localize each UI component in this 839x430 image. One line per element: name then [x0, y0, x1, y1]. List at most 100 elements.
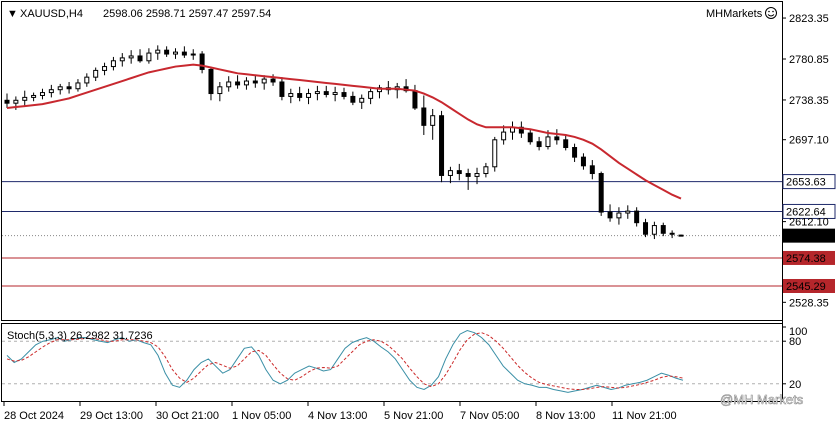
candles: [4, 45, 684, 240]
stoch-levels: [2, 340, 782, 385]
candle: [518, 121, 524, 138]
candle: [128, 50, 134, 64]
chart-symbol: XAUUSD,H4: [20, 8, 83, 20]
candle: [75, 79, 81, 92]
price-tick-label: 2528.35: [789, 297, 829, 309]
candle: [634, 207, 640, 227]
stoch-title: Stoch(5,3,3) 26.2982 31.7236: [7, 330, 153, 342]
candle: [288, 88, 294, 104]
time-tick-label: 4 Nov 13:00: [308, 410, 367, 422]
candle: [447, 166, 453, 184]
candle: [226, 76, 232, 92]
candle: [243, 77, 249, 90]
time-tick-label: 1 Nov 05:00: [232, 410, 291, 422]
candle: [368, 88, 374, 105]
candle: [31, 92, 37, 102]
stochastic-lines: [6, 330, 684, 393]
chart-title-icon: ▼: [7, 8, 18, 20]
candle: [252, 75, 258, 88]
time-axis-labels: 28 Oct 2024 29 Oct 13:00 30 Oct 21:00 1 Nov…: [3, 402, 677, 422]
candle: [616, 207, 622, 225]
candle: [341, 87, 347, 100]
level-label-1: 2622.64: [786, 206, 826, 218]
chart-ohlc: 2598.06 2598.71 2597.47 2597.54: [103, 8, 271, 20]
time-tick-label: 7 Nov 05:00: [460, 410, 519, 422]
price-levels: 2653.63 2622.64 2597.54 2574.38 2545.29: [2, 174, 836, 293]
candle: [439, 110, 445, 183]
candle: [164, 46, 170, 57]
candle: [66, 81, 72, 94]
candle: [119, 53, 125, 67]
candle: [669, 230, 675, 239]
candle: [607, 204, 613, 222]
candle: [421, 95, 427, 135]
candle: [678, 234, 684, 237]
ma-line: [6, 63, 682, 200]
candle: [510, 121, 515, 140]
candle: [456, 163, 462, 181]
price-tick-label: 2612.10: [789, 217, 829, 229]
candle: [39, 88, 45, 100]
smiley-icon: [765, 7, 777, 19]
candle: [376, 84, 382, 99]
time-tick-label: 28 Oct 2024: [4, 410, 64, 422]
moving-average: [6, 63, 682, 200]
candle: [217, 81, 223, 102]
time-tick-label: 5 Nov 21:00: [384, 410, 443, 422]
candle: [501, 125, 507, 145]
candle: [430, 108, 436, 140]
price-tick-label: 2823.35: [789, 13, 829, 25]
stoch-tick-label: 80: [789, 336, 801, 348]
candle: [394, 82, 400, 99]
candle: [22, 90, 28, 107]
main-panel-frame: [1, 1, 783, 321]
candle: [235, 75, 241, 89]
candle: [474, 167, 480, 185]
stoch-tick-label: 20: [789, 379, 801, 391]
candle: [589, 160, 595, 180]
candle: [208, 66, 214, 101]
level-tag-4: [783, 278, 835, 293]
candle: [84, 73, 90, 87]
level-label-0: 2653.63: [786, 177, 826, 189]
candle: [580, 153, 586, 170]
level-label-3: 2574.38: [786, 253, 826, 265]
candle: [412, 84, 418, 110]
candle: [314, 85, 320, 101]
level-label-2: 2597.54: [786, 231, 826, 243]
candle: [110, 56, 116, 71]
candle: [48, 84, 54, 98]
candle: [492, 136, 498, 172]
candle: [643, 218, 649, 238]
time-tick-label: 29 Oct 13:00: [80, 410, 143, 422]
candle: [297, 86, 303, 102]
candle: [323, 85, 329, 98]
candle: [181, 46, 187, 58]
candle: [93, 67, 99, 82]
candle: [173, 48, 178, 59]
candle: [465, 168, 471, 190]
broker-name: MHMarkets: [706, 8, 763, 20]
candle: [598, 171, 604, 216]
candle: [102, 62, 108, 76]
time-tick-label: 30 Oct 21:00: [156, 410, 219, 422]
time-tick-label: 8 Nov 13:00: [536, 410, 595, 422]
candle: [625, 205, 631, 219]
candle: [332, 86, 338, 102]
candle: [651, 221, 657, 240]
level-tag-0: [782, 174, 836, 190]
candle: [350, 91, 356, 106]
candle: [261, 75, 267, 90]
stoch-main-line: [6, 330, 684, 393]
candle: [199, 51, 205, 74]
candle: [572, 143, 578, 162]
price-tick-label: 2780.85: [789, 54, 829, 66]
candle: [155, 45, 161, 60]
candle: [536, 136, 542, 151]
candle: [190, 49, 196, 60]
price-axis-labels: 2823.35 2780.85 2738.35 2697.10 2612.10 2528.…: [782, 13, 829, 309]
candle: [554, 129, 560, 145]
candle: [279, 77, 285, 101]
